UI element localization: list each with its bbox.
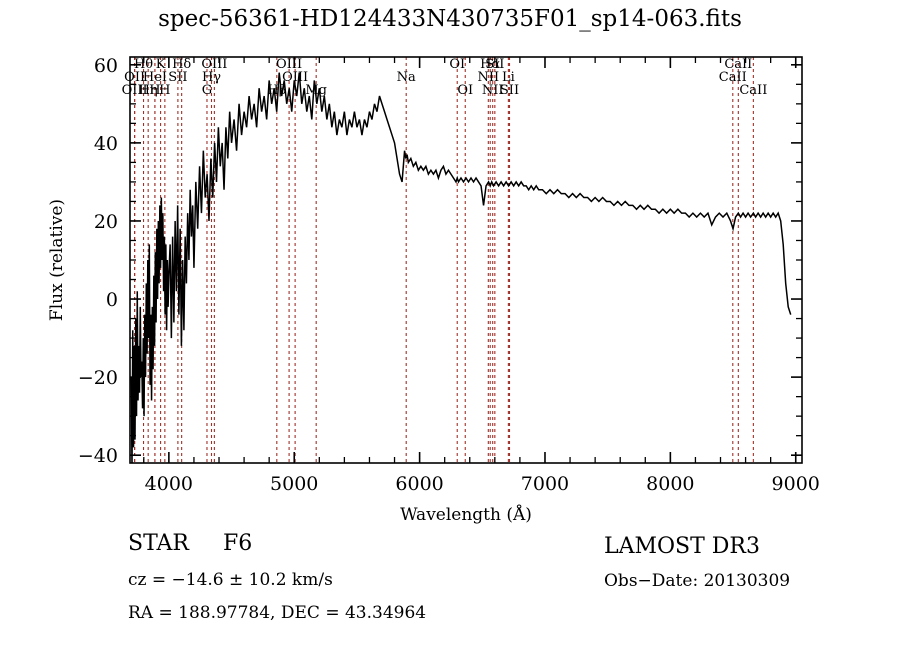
line-markers <box>134 57 754 463</box>
y-tick-label: 0 <box>106 289 118 311</box>
line-label-Mg: Mg <box>305 83 327 98</box>
line-label-OII: OII <box>124 70 145 85</box>
line-label-CaII: CaII <box>719 70 747 85</box>
line-label-H: Hγ <box>202 70 221 85</box>
x-tick-label: 6000 <box>395 473 443 495</box>
x-tick-label: 8000 <box>646 473 694 495</box>
line-label-H: Hα <box>480 57 500 72</box>
line-label-H: Hβ <box>267 83 286 98</box>
survey-name: LAMOST DR3 <box>604 534 760 559</box>
line-label-OI: OI <box>449 57 465 72</box>
y-axis-title: Flux (relative) <box>47 199 67 321</box>
obs-date: Obs−Date: 20130309 <box>604 571 791 591</box>
y-tick-label: 60 <box>94 55 118 77</box>
line-label-H: Hη <box>139 83 158 98</box>
x-tick-label: 5000 <box>270 473 318 495</box>
line-label-Na: Na <box>397 70 416 85</box>
spectral-class: F6 <box>223 531 253 556</box>
spectrum-trace <box>130 72 792 463</box>
axes-group: 4000 5000 6000 7000 8000 9000 60 40 20 0 −20 −40 Wav… <box>47 55 820 525</box>
object-type-row: STAR F6 <box>128 531 252 556</box>
line-label-OI: OI <box>457 83 473 98</box>
x-axis-title: Wavelength (Å) <box>400 504 532 525</box>
y-tick-label: 20 <box>94 211 118 233</box>
line-label-K: K <box>156 57 166 72</box>
object-type: STAR <box>128 531 189 556</box>
y-tick-label: 40 <box>94 133 118 155</box>
spectrum-trace-group <box>130 72 792 463</box>
line-label-OIII: OIII <box>282 70 308 85</box>
x-tick-label: 4000 <box>145 473 193 495</box>
line-label-H: Hδ <box>172 57 191 72</box>
line-label-G: G <box>202 83 212 98</box>
y-tick-label: −20 <box>78 367 118 389</box>
cz-value: cz = −14.6 ± 10.2 km/s <box>128 570 333 590</box>
line-label-group: OIIOIIIHθHηHeIHKHHδSIIGHγOIIIHβOIIIOIIIM… <box>122 57 768 98</box>
line-label-SII: SII <box>485 57 504 72</box>
line-label-OIII: OIII <box>276 57 302 72</box>
x-tick-label: 7000 <box>521 473 569 495</box>
line-label-NII: NII <box>477 70 499 85</box>
line-label-H: H <box>159 83 170 98</box>
page-title: spec-56361-HD124433N430735F01_sp14-063.f… <box>158 6 742 32</box>
x-tick-label: 9000 <box>772 473 820 495</box>
line-label-OIII: OIII <box>201 57 227 72</box>
line-label-Li: Li <box>502 70 515 85</box>
coordinates-value: RA = 188.97784, DEC = 43.34964 <box>128 603 427 623</box>
y-tick-label: −40 <box>78 445 118 467</box>
plot-frame <box>129 56 803 464</box>
line-label-H: H <box>149 83 160 98</box>
line-label-CaII: CaII <box>739 83 767 98</box>
line-label-CaII: CaII <box>724 57 752 72</box>
line-label-H: Hθ <box>134 57 153 72</box>
line-label-NII: NII <box>482 83 504 98</box>
line-label-SII: SII <box>168 70 187 85</box>
line-label-HeI: HeI <box>143 70 167 85</box>
line-label-OIII: OIII <box>122 83 148 98</box>
line-label-SII: SII <box>500 83 519 98</box>
